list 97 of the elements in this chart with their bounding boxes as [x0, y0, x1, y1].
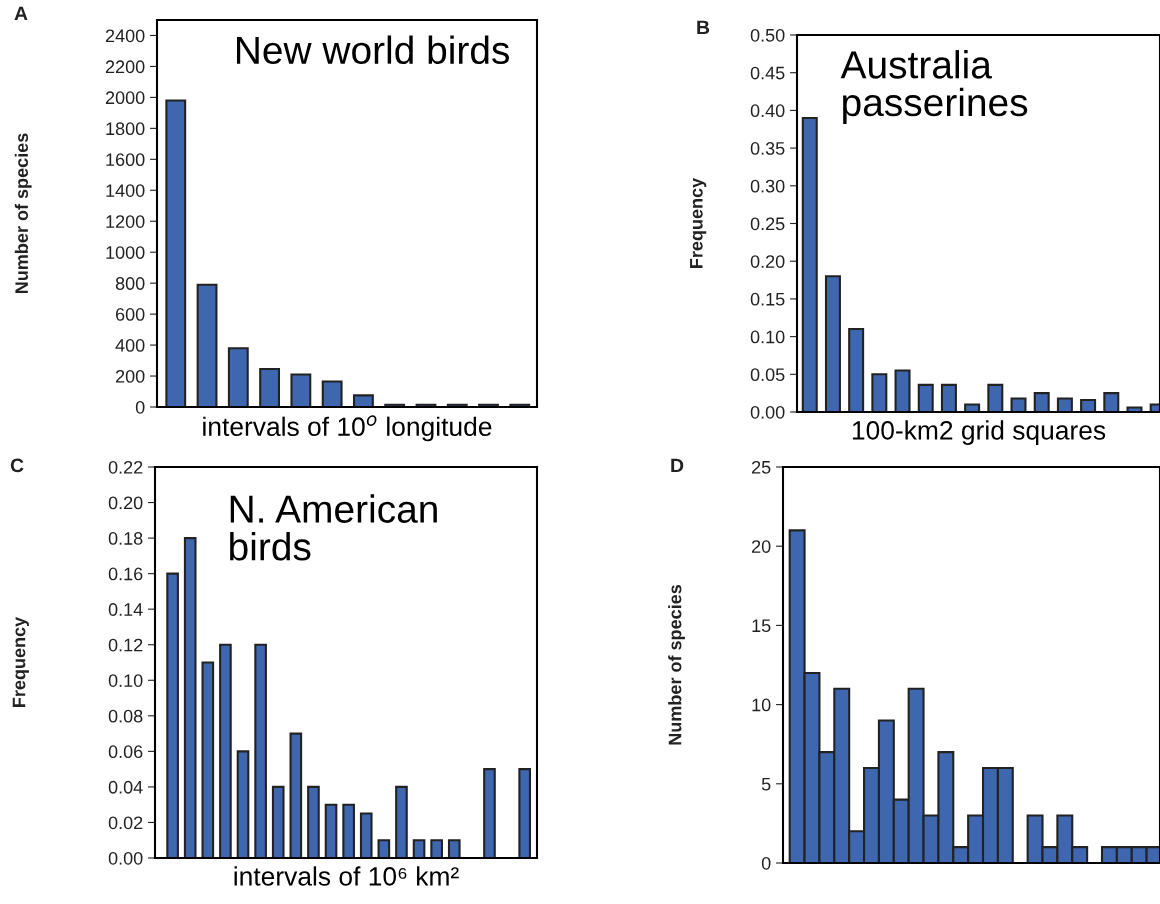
bar — [227, 347, 249, 407]
text: Australia passerines — [840, 50, 1028, 124]
y-tick-label: 800 — [115, 277, 145, 290]
y-tick-label: 1800 — [106, 122, 145, 136]
bar — [165, 99, 187, 407]
y-tick-label: 0.45 — [750, 66, 785, 80]
y-axis-title: Number of species — [668, 584, 685, 745]
bar — [395, 785, 408, 858]
y-tick-label: 400 — [115, 339, 145, 352]
bar — [1056, 397, 1073, 412]
y-tick-label: 0.00 — [750, 405, 785, 419]
y-tick-label: 0.35 — [750, 142, 785, 155]
bar — [483, 768, 496, 858]
bar — [324, 803, 338, 858]
text: A — [14, 6, 28, 21]
y-tick-label: 2200 — [105, 60, 145, 74]
bar — [342, 803, 355, 858]
bar — [359, 812, 373, 858]
bar — [447, 839, 461, 858]
y-tick-label: 600 — [115, 308, 145, 321]
bar — [412, 839, 426, 858]
y-tick-label: 5 — [761, 777, 771, 791]
y-tick-label: 0.06 — [108, 745, 143, 759]
y-tick-label: 0.02 — [108, 816, 143, 830]
bar — [917, 383, 934, 412]
bar — [871, 373, 888, 412]
bar — [290, 373, 312, 407]
bar — [824, 275, 841, 412]
y-tick-label: 1600 — [106, 153, 145, 167]
bar — [848, 328, 865, 412]
bar — [254, 643, 267, 858]
y-axis-title: Frequency — [690, 177, 707, 268]
bar — [196, 283, 218, 407]
bar — [289, 732, 303, 858]
bar — [236, 750, 250, 858]
text: N. American birds — [230, 494, 437, 561]
y-tick-label: 2400 — [105, 29, 145, 43]
y-tick-label: 0.25 — [750, 217, 785, 231]
y-tick-label: 0.10 — [750, 330, 785, 344]
y-tick-label: 25 — [752, 460, 771, 474]
bar — [1080, 398, 1097, 412]
y-tick-label: 0.08 — [108, 709, 143, 723]
y-tick-label: 20 — [752, 540, 771, 553]
bar — [518, 768, 531, 858]
bar — [201, 661, 215, 858]
bar — [271, 785, 285, 858]
bar — [1033, 392, 1050, 412]
y-tick-label: 0.05 — [750, 368, 785, 382]
y-tick-label: 15 — [752, 619, 771, 633]
bar — [377, 839, 391, 858]
bar — [166, 572, 179, 858]
y-tick-label: 0.04 — [108, 780, 143, 794]
bar — [801, 116, 818, 412]
y-tick-label: 1400 — [106, 184, 145, 197]
y-tick-label: 0.10 — [108, 674, 143, 687]
y-tick-label: 0.15 — [750, 292, 785, 306]
text: D — [671, 458, 684, 473]
x-axis-title: intervals of 10$^{o}$ longitude — [203, 415, 492, 442]
bar — [321, 380, 343, 407]
y-tick-label: 200 — [115, 369, 145, 383]
y-tick-label: 1200 — [106, 215, 145, 228]
y-tick-label: 0.22 — [108, 460, 143, 474]
text: B — [697, 20, 710, 35]
y-tick-label: 0.40 — [750, 104, 785, 118]
bar — [353, 394, 374, 407]
y-axis-title: Frequency — [12, 616, 29, 707]
y-tick-label: 1000 — [106, 246, 145, 259]
bar — [183, 537, 197, 858]
bar — [940, 383, 957, 412]
y-tick-label: 10 — [752, 698, 771, 712]
y-tick-label: 0 — [761, 856, 771, 870]
y-tick-label: 0.00 — [108, 851, 143, 865]
bar — [430, 839, 443, 858]
y-tick-label: 0.14 — [108, 603, 143, 616]
y-tick-label: 0.20 — [108, 496, 143, 510]
y-tick-label: 0 — [135, 400, 145, 414]
bar — [964, 403, 981, 412]
y-tick-label: 0.30 — [750, 179, 785, 193]
bar — [1103, 392, 1120, 412]
y-tick-label: 2000 — [105, 91, 145, 105]
bar — [1126, 406, 1143, 412]
x-axis-title: 100-km2 grid squares — [852, 420, 1106, 445]
text: C — [10, 458, 24, 473]
x-axis-title: intervals of 10⁶ km² — [234, 866, 459, 886]
y-tick-label: 0.50 — [750, 28, 785, 42]
y-tick-label: 0.18 — [108, 532, 143, 545]
bar — [259, 368, 281, 407]
y-tick-label: 0.12 — [108, 638, 143, 652]
y-tick-label: 0.16 — [108, 567, 143, 581]
chart-title: New world birds — [236, 35, 510, 65]
bar — [1010, 397, 1027, 412]
y-axis-title: Number of species — [14, 133, 32, 294]
y-tick-label: 0.20 — [750, 255, 785, 268]
bar — [219, 643, 232, 858]
bar — [987, 383, 1004, 412]
bar — [307, 785, 320, 858]
bar — [894, 369, 911, 412]
